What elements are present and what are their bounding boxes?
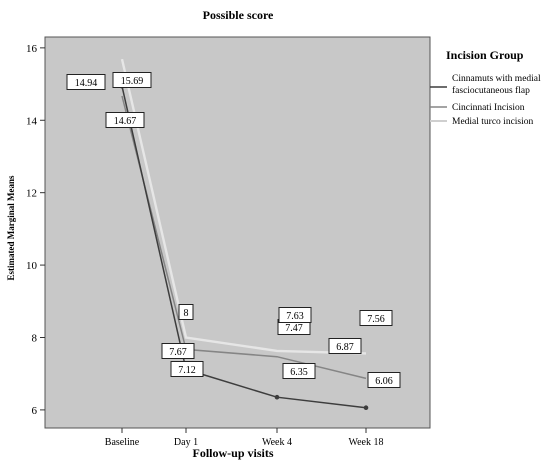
series-lines <box>119 58 369 411</box>
data-label: 8 <box>184 308 189 319</box>
data-label-box <box>278 307 312 323</box>
data-label: 7.56 <box>367 314 385 325</box>
chart-title: Possible score <box>203 8 274 22</box>
data-label: 6.87 <box>336 342 354 353</box>
legend-entry-label: Medial turco incision <box>452 117 534 127</box>
x-axis-label: Follow-up visits <box>192 446 273 460</box>
data-label: 6.35 <box>290 367 308 378</box>
y-axis-label: Estimated Marginal Means <box>6 175 16 280</box>
data-label-box <box>282 363 316 379</box>
data-label-box <box>161 343 195 359</box>
x-tick-label: Baseline <box>105 437 140 448</box>
y-tick-label: 8 <box>32 332 38 344</box>
data-label: 7.63 <box>286 311 304 322</box>
series-line <box>120 58 367 355</box>
x-tick-label: Week 18 <box>348 437 383 448</box>
y-tick-label: 6 <box>32 405 38 417</box>
x-tick-label: Day 1 <box>174 437 198 448</box>
y-tick-label: 10 <box>26 260 38 272</box>
data-label: 15.69 <box>121 76 144 87</box>
axes: 6 8 10 12 14 16 Baseline Day 1 Week 4 Week 18 <box>26 43 384 448</box>
data-label-box <box>178 304 194 320</box>
data-label: 14.94 <box>75 78 98 89</box>
data-label-box <box>367 372 401 388</box>
y-tick-label: 16 <box>26 43 38 55</box>
data-label-box <box>112 72 152 88</box>
series-line <box>121 95 367 380</box>
y-tick-label: 12 <box>26 188 37 200</box>
series-line <box>121 86 367 409</box>
data-label-box <box>170 361 204 377</box>
data-label-box <box>359 310 393 326</box>
data-labels: 14.94 7.12 6.35 6.06 14.67 7.67 7.47 6.87 15.69 8… <box>66 72 401 388</box>
data-point <box>274 394 280 400</box>
data-label: 7.47 <box>285 323 303 334</box>
legend-entry-label: Cinnamuts with medial fasciocutaneous fla… <box>452 74 541 96</box>
data-label-box <box>105 112 145 128</box>
legend: Incision Group Cinnamuts with medial fasci… <box>430 48 541 127</box>
data-label-box <box>66 74 106 90</box>
x-tick-label: Week 4 <box>262 437 292 448</box>
legend-title: Incision Group <box>446 48 524 62</box>
data-label: 7.67 <box>169 347 187 358</box>
plot-area <box>44 36 431 429</box>
y-tick-label: 14 <box>26 115 38 127</box>
data-label-box <box>328 338 362 354</box>
data-point <box>363 405 369 411</box>
data-label: 7.12 <box>178 365 196 376</box>
data-label: 6.06 <box>375 376 393 387</box>
plot-frame <box>44 36 431 429</box>
legend-entry-label: Cincinnati Incision <box>452 103 525 113</box>
data-label: 14.67 <box>114 116 137 127</box>
